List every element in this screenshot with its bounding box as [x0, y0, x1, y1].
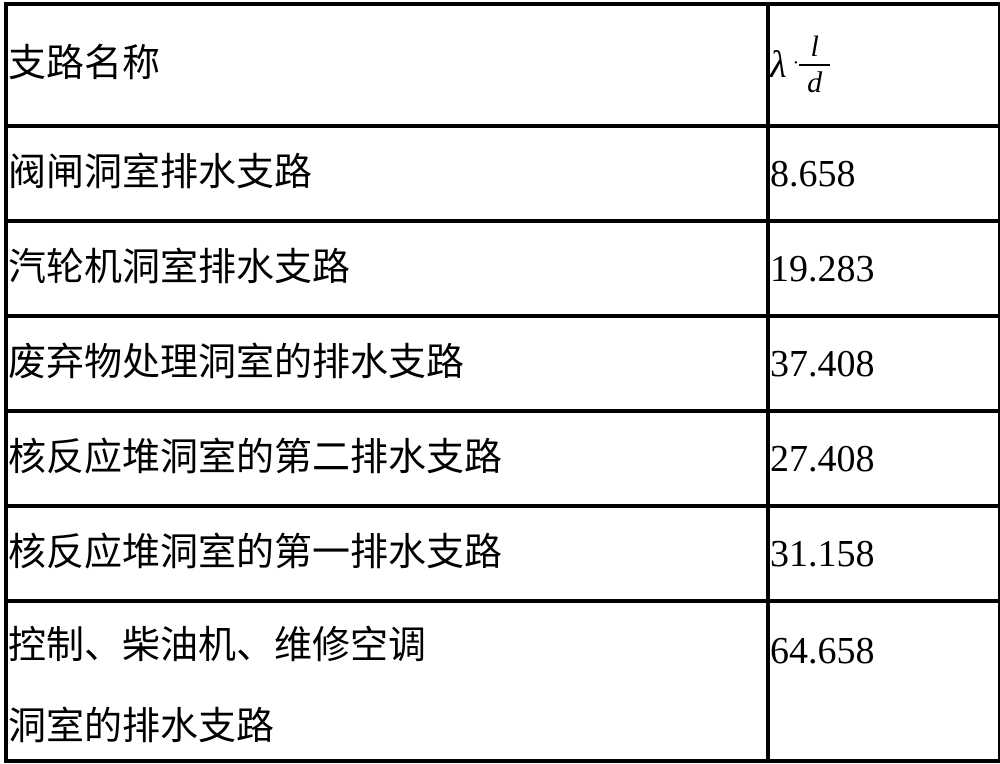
row-name-cell: 核反应堆洞室的第二排水支路	[6, 411, 768, 506]
row-name: 阀闸洞室排水支路	[8, 152, 312, 194]
table-row: 阀闸洞室排水支路 8.658	[6, 126, 1000, 221]
row-name: 核反应堆洞室的第一排水支路	[8, 532, 502, 574]
header-name-label: 支路名称	[8, 43, 160, 85]
table-row: 核反应堆洞室的第二排水支路 27.408	[6, 411, 1000, 506]
table-row: 核反应堆洞室的第一排水支路 31.158	[6, 506, 1000, 601]
page: 支路名称 λ · l d 阀闸洞室排水支路 8.658	[0, 0, 1000, 764]
row-value-cell: 64.658	[768, 601, 1000, 761]
row-name-multiline: 控制、柴油机、维修空调 洞室的排水支路	[8, 621, 766, 754]
row-value-cell: 37.408	[768, 316, 1000, 411]
row-value: 64.658	[770, 630, 875, 672]
table-header-row: 支路名称 λ · l d	[6, 4, 1000, 126]
row-name-cell: 汽轮机洞室排水支路	[6, 221, 768, 316]
row-value-cell: 8.658	[768, 126, 1000, 221]
formula-dot: ·	[792, 53, 799, 73]
branch-table: 支路名称 λ · l d 阀闸洞室排水支路 8.658	[4, 2, 1000, 763]
row-name: 废弃物处理洞室的排水支路	[8, 342, 464, 384]
row-value: 27.408	[770, 438, 875, 480]
header-formula-cell: λ · l d	[768, 4, 1000, 126]
row-value-cell: 31.158	[768, 506, 1000, 601]
row-value-cell: 27.408	[768, 411, 1000, 506]
table-row: 废弃物处理洞室的排水支路 37.408	[6, 316, 1000, 411]
table-row: 控制、柴油机、维修空调 洞室的排水支路 64.658	[6, 601, 1000, 761]
formula-denominator: d	[799, 64, 830, 98]
row-value: 19.283	[770, 248, 875, 290]
formula-numerator: l	[806, 32, 822, 64]
row-name-line1: 控制、柴油机、维修空调	[8, 621, 766, 672]
header-name-cell: 支路名称	[6, 4, 768, 126]
row-name-cell: 核反应堆洞室的第一排水支路	[6, 506, 768, 601]
row-value-cell: 19.283	[768, 221, 1000, 316]
row-name-cell: 阀闸洞室排水支路	[6, 126, 768, 221]
formula-lambda: λ	[770, 43, 786, 87]
table-row: 汽轮机洞室排水支路 19.283	[6, 221, 1000, 316]
row-name-cell: 控制、柴油机、维修空调 洞室的排水支路	[6, 601, 768, 761]
row-value: 8.658	[770, 153, 856, 195]
row-name: 汽轮机洞室排水支路	[8, 247, 350, 289]
formula: λ · l d	[770, 32, 998, 98]
row-name-line2: 洞室的排水支路	[8, 702, 766, 753]
row-name-cell: 废弃物处理洞室的排水支路	[6, 316, 768, 411]
row-value: 31.158	[770, 533, 875, 575]
row-name: 核反应堆洞室的第二排水支路	[8, 437, 502, 479]
row-value: 37.408	[770, 343, 875, 385]
formula-fraction: l d	[803, 32, 826, 98]
